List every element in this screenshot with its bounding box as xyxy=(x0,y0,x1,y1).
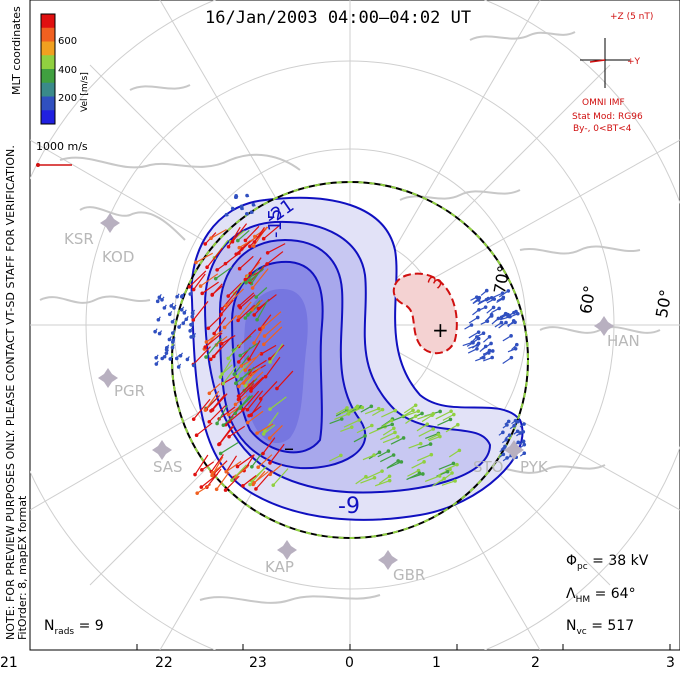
fit-order-label: FitOrder: 8, mapEX format xyxy=(16,495,29,640)
station-sto: STO xyxy=(473,458,504,476)
station-kap: KAP xyxy=(265,558,294,576)
lambda-symbol: Λ xyxy=(566,586,576,602)
colorbar-tick-600: 600 xyxy=(58,36,78,47)
colorbar-segment xyxy=(41,55,55,70)
colorbar-segment xyxy=(41,27,55,42)
colorbar-tick-200: 200 xyxy=(58,93,78,104)
velocity-colorbar xyxy=(40,13,56,125)
negative-cell-core xyxy=(243,289,308,444)
radar-count: Nrads = 9 xyxy=(44,618,104,637)
station-gbr: GBR xyxy=(393,566,426,584)
negative-marker: – xyxy=(284,436,294,460)
positive-cell xyxy=(392,272,458,355)
mlt-label-3: 3 xyxy=(666,655,675,671)
mlt-label-1: 1 xyxy=(432,655,441,671)
nrads-subscript: rads xyxy=(54,626,75,637)
hm-boundary-dash xyxy=(171,181,529,539)
contour-label-9: -9 xyxy=(338,494,360,519)
velocity-vectors xyxy=(153,193,527,495)
phi-value: = 38 kV xyxy=(592,553,649,569)
lambda-subscript: HM xyxy=(575,594,591,605)
mlt-label-0: 0 xyxy=(345,655,354,671)
coordinate-label: MLT coordinates xyxy=(10,6,23,95)
station-pyk: PYK xyxy=(520,458,548,476)
colorbar-segment xyxy=(41,96,55,111)
station-ksr: KSR xyxy=(64,230,94,248)
imf-title: +Z (5 nT) xyxy=(610,12,654,22)
station-pgr: PGR xyxy=(114,382,146,400)
positive-marker: + xyxy=(432,318,449,342)
mlt-label-23: 23 xyxy=(249,655,267,671)
colorbar-label: Vel [m/s] xyxy=(80,72,90,112)
vector-count: Nvc = 517 xyxy=(566,618,634,637)
map-title: 16/Jan/2003 04:00–04:02 UT xyxy=(205,8,472,28)
scale-label: 1000 m/s xyxy=(36,140,88,153)
station-kod: KOD xyxy=(102,248,135,266)
nrads-symbol: N xyxy=(44,618,55,634)
station-markers xyxy=(98,213,614,570)
nvc-subscript: vc xyxy=(576,626,587,637)
hm-latitude: ΛHM = 64° xyxy=(566,586,636,605)
coastlines xyxy=(39,31,661,604)
colorbar-tick-400: 400 xyxy=(58,65,78,76)
station-sas: SAS xyxy=(153,458,183,476)
mlt-label-22: 22 xyxy=(155,655,173,671)
cross-polar-potential: Φpc = 38 kV xyxy=(566,553,648,572)
imf-y-label: +Y xyxy=(627,57,641,67)
imf-conditions: By-, 0<BT<4 xyxy=(573,124,632,134)
mlt-ticks xyxy=(29,644,671,650)
colorbar-segment xyxy=(41,69,55,84)
colorbar-segment xyxy=(41,110,55,125)
nrads-value: = 9 xyxy=(78,618,104,634)
imf-vector xyxy=(589,59,606,63)
station-han: HAN xyxy=(607,332,640,350)
imf-source: OMNI IMF xyxy=(582,98,625,108)
mlt-label-21: 21 xyxy=(0,655,18,671)
lambda-value: = 64° xyxy=(594,586,636,602)
nvc-symbol: N xyxy=(566,618,577,634)
phi-subscript: pc xyxy=(577,561,588,572)
contour-label-15: -15 xyxy=(265,208,286,238)
nvc-value: = 517 xyxy=(591,618,635,634)
phi-symbol: Φ xyxy=(566,553,578,569)
colorbar-segment xyxy=(41,41,55,56)
mlt-label-2: 2 xyxy=(531,655,540,671)
colorbar-segment xyxy=(41,82,55,97)
imf-model: Stat Mod: RG96 xyxy=(572,112,643,122)
colorbar-segment xyxy=(41,14,55,29)
